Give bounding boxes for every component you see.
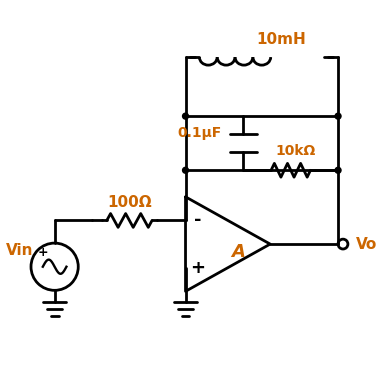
Text: +: + [190, 259, 205, 277]
Circle shape [335, 113, 341, 119]
Circle shape [182, 113, 189, 119]
Text: 0.1μF: 0.1μF [178, 126, 222, 140]
Circle shape [335, 167, 341, 173]
Text: 100Ω: 100Ω [107, 195, 152, 210]
Text: -: - [194, 211, 201, 230]
Text: 10mH: 10mH [256, 32, 306, 47]
Text: +: + [37, 246, 48, 259]
Text: Vo: Vo [356, 237, 377, 252]
Text: 10kΩ: 10kΩ [275, 144, 316, 157]
Text: A: A [231, 243, 245, 261]
Text: Vin: Vin [5, 243, 33, 258]
Circle shape [182, 167, 189, 173]
